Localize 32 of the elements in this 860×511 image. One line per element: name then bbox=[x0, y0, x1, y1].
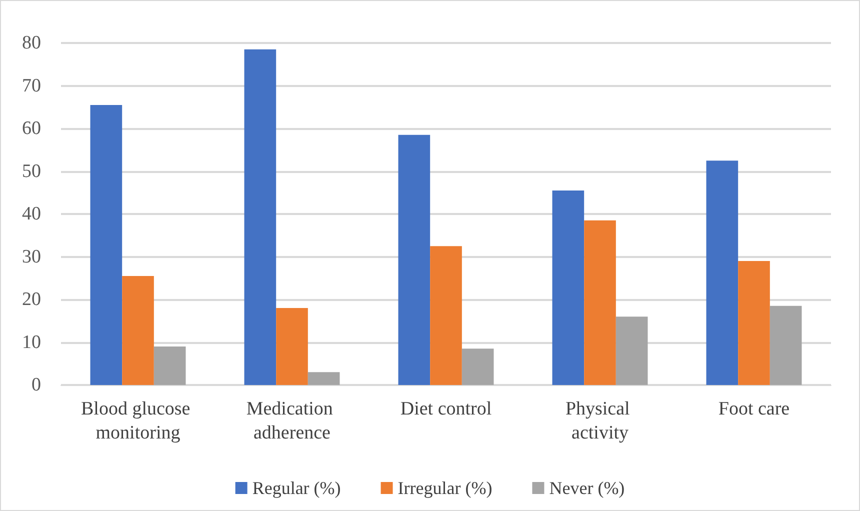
bar bbox=[462, 348, 494, 385]
y-tick-label: 50 bbox=[22, 160, 41, 182]
y-tick-label: 70 bbox=[22, 75, 41, 96]
x-tick-label: Foot care bbox=[718, 398, 790, 420]
y-tick-label: 30 bbox=[22, 246, 41, 268]
y-tick-label: 60 bbox=[22, 118, 41, 139]
bar bbox=[738, 261, 770, 385]
y-tick-label: 80 bbox=[22, 32, 41, 54]
bar bbox=[398, 134, 430, 385]
legend-label: Irregular (%) bbox=[398, 478, 492, 498]
bar bbox=[552, 190, 584, 385]
y-tick-label: 20 bbox=[22, 289, 41, 310]
bar bbox=[308, 372, 340, 385]
bar bbox=[616, 316, 648, 385]
x-tick-label: Medication adherence bbox=[246, 398, 338, 444]
legend-label: Regular (%) bbox=[252, 478, 341, 498]
bar bbox=[430, 246, 462, 385]
bar bbox=[90, 104, 122, 385]
y-tick-label: 10 bbox=[22, 332, 41, 353]
bar bbox=[770, 306, 802, 385]
bar bbox=[154, 346, 186, 385]
bar bbox=[584, 220, 616, 385]
bar bbox=[122, 276, 154, 385]
bar bbox=[706, 160, 738, 385]
x-tick-label: Diet control bbox=[400, 398, 492, 420]
bar bbox=[276, 308, 308, 385]
bar bbox=[244, 49, 276, 385]
legend-label: Never (%) bbox=[549, 478, 625, 498]
y-tick-label: 40 bbox=[22, 204, 41, 224]
x-tick-label: Physical activity bbox=[565, 398, 635, 444]
y-tick-label: 0 bbox=[32, 374, 41, 396]
x-tick-label: Blood glucose monitoring bbox=[81, 398, 195, 444]
